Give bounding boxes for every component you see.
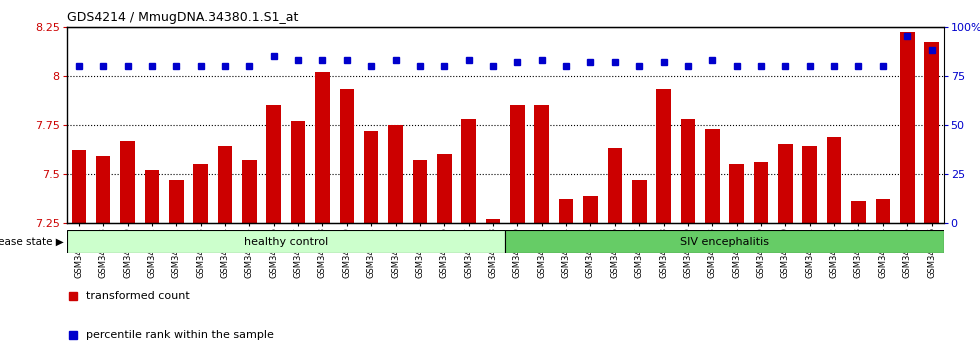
Bar: [852, 201, 865, 223]
Bar: [291, 121, 306, 223]
Text: disease state ▶: disease state ▶: [0, 236, 64, 247]
Bar: [96, 156, 111, 223]
Bar: [632, 180, 647, 223]
Bar: [827, 137, 842, 223]
Bar: [559, 199, 573, 223]
Bar: [583, 195, 598, 223]
Text: healthy control: healthy control: [244, 236, 328, 247]
Bar: [510, 105, 524, 223]
Bar: [437, 154, 452, 223]
Bar: [364, 131, 378, 223]
Bar: [72, 150, 86, 223]
Bar: [145, 170, 159, 223]
Bar: [169, 180, 183, 223]
Bar: [316, 72, 329, 223]
Text: GDS4214 / MmugDNA.34380.1.S1_at: GDS4214 / MmugDNA.34380.1.S1_at: [67, 11, 298, 24]
Bar: [900, 33, 914, 223]
Bar: [121, 141, 135, 223]
Text: percentile rank within the sample: percentile rank within the sample: [86, 330, 274, 340]
Bar: [267, 105, 281, 223]
Bar: [778, 144, 793, 223]
Bar: [924, 42, 939, 223]
Bar: [67, 230, 506, 253]
Bar: [534, 105, 549, 223]
Bar: [803, 147, 817, 223]
Bar: [486, 219, 501, 223]
Bar: [705, 129, 719, 223]
Bar: [462, 119, 476, 223]
Bar: [339, 90, 354, 223]
Bar: [608, 148, 622, 223]
Text: transformed count: transformed count: [86, 291, 190, 301]
Bar: [193, 164, 208, 223]
Bar: [657, 90, 671, 223]
Bar: [506, 230, 944, 253]
Bar: [680, 119, 695, 223]
Bar: [875, 199, 890, 223]
Text: SIV encephalitis: SIV encephalitis: [680, 236, 769, 247]
Bar: [413, 160, 427, 223]
Bar: [388, 125, 403, 223]
Bar: [242, 160, 257, 223]
Bar: [729, 164, 744, 223]
Bar: [754, 162, 768, 223]
Bar: [218, 147, 232, 223]
